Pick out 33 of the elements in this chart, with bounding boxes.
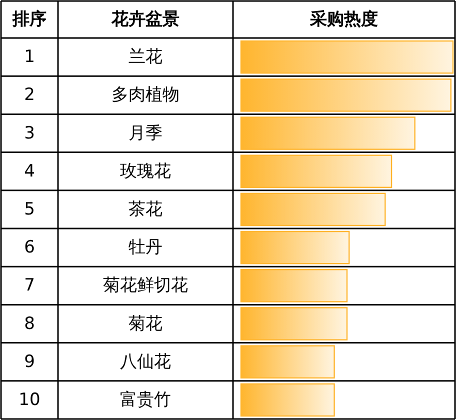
bar	[240, 192, 386, 226]
bar	[240, 116, 416, 150]
y-axis-title: 花卉盆景	[110, 10, 180, 30]
text: 1	[24, 47, 35, 68]
y-tick-label: 牡丹	[128, 238, 162, 258]
y-tick-label: 菊花鲜切花	[103, 276, 188, 296]
y-tick-label: 富贵竹	[120, 390, 171, 410]
text: 排序	[12, 10, 46, 30]
bar	[240, 345, 335, 378]
y-tick-label: 多肉植物	[112, 85, 180, 106]
text: 2	[24, 85, 35, 106]
y-tick-label: 玫瑰花	[120, 161, 171, 182]
y-tick-label: 月季	[128, 123, 162, 144]
y-tick-label: 菊花	[128, 314, 162, 334]
text: 7	[24, 276, 35, 296]
y-tick-label: 兰花	[128, 47, 162, 68]
bar	[240, 307, 348, 340]
bar	[240, 40, 454, 74]
y-tick-label: 八仙花	[120, 352, 171, 372]
y-tick-label: 茶花	[128, 199, 162, 220]
text: 3	[24, 123, 35, 144]
text: 9	[24, 352, 35, 372]
text: 5	[24, 199, 35, 220]
text: 4	[24, 161, 35, 182]
text: 10	[18, 390, 40, 410]
bar	[240, 269, 348, 302]
bar	[240, 78, 452, 112]
bar	[240, 154, 392, 188]
bar	[240, 230, 350, 264]
text: 8	[24, 314, 35, 334]
x-axis-title: 采购热度	[309, 10, 378, 30]
text: 6	[24, 238, 35, 258]
bar	[240, 383, 335, 417]
